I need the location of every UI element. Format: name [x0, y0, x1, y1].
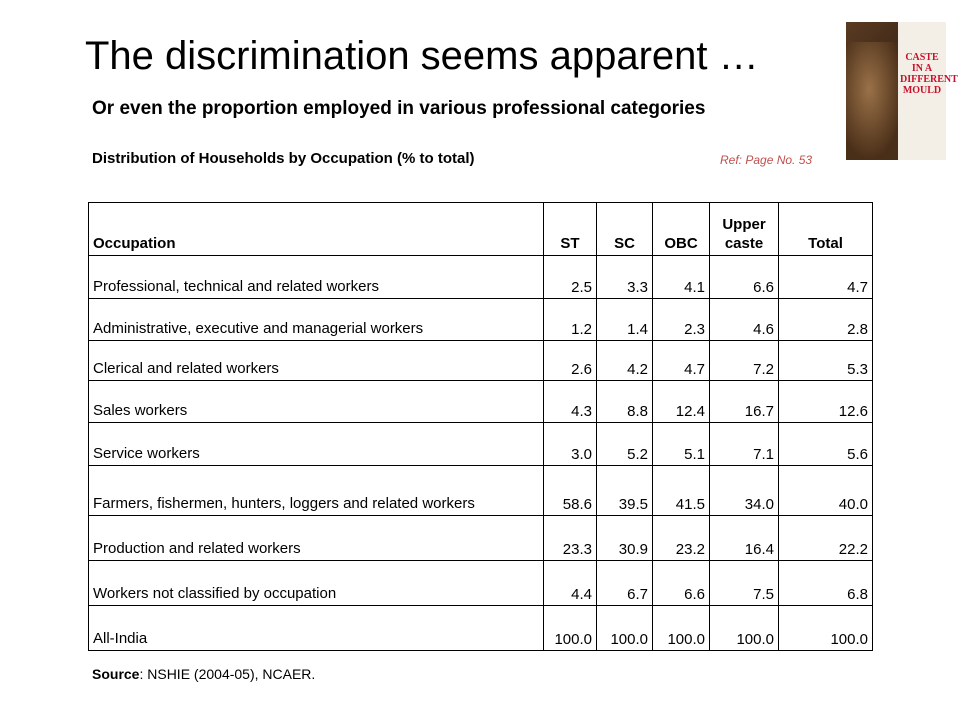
cell-value: 30.9 — [596, 515, 653, 561]
cell-value: 6.7 — [596, 560, 653, 606]
row-label: Clerical and related workers — [88, 340, 544, 381]
table-row: Clerical and related workers 2.6 4.2 4.7 7.2… — [88, 340, 873, 381]
cell-value: 100.0 — [543, 605, 597, 651]
cell-value: 22.2 — [778, 515, 873, 561]
column-header: OBC — [652, 202, 710, 256]
cell-value: 1.2 — [543, 298, 597, 341]
cell-value: 100.0 — [652, 605, 710, 651]
cover-image — [846, 42, 904, 160]
cell-value: 39.5 — [596, 465, 653, 516]
cell-value: 100.0 — [596, 605, 653, 651]
row-label: Administrative, executive and managerial… — [88, 298, 544, 341]
cell-value: 5.1 — [652, 422, 710, 466]
cell-value: 7.1 — [709, 422, 779, 466]
cell-value: 5.2 — [596, 422, 653, 466]
cell-value: 58.6 — [543, 465, 597, 516]
cell-value: 12.6 — [778, 380, 873, 423]
row-label: Workers not classified by occupation — [88, 560, 544, 606]
cell-value: 23.2 — [652, 515, 710, 561]
cover-strip — [898, 22, 946, 160]
row-label: All-India — [88, 605, 544, 651]
cell-value: 34.0 — [709, 465, 779, 516]
cell-value: 2.6 — [543, 340, 597, 381]
cell-value: 12.4 — [652, 380, 710, 423]
cell-value: 5.6 — [778, 422, 873, 466]
cell-value: 100.0 — [778, 605, 873, 651]
column-header: Total — [778, 202, 873, 256]
cell-value: 2.5 — [543, 255, 597, 299]
source: Source: NSHIE (2004-05), NCAER. — [92, 666, 315, 682]
cell-value: 4.3 — [543, 380, 597, 423]
row-label: Farmers, fishermen, hunters, loggers and… — [88, 465, 544, 516]
cell-value: 6.8 — [778, 560, 873, 606]
table-caption: Distribution of Households by Occupation… — [92, 150, 475, 167]
table-row: Professional, technical and related work… — [88, 255, 873, 299]
cell-value: 41.5 — [652, 465, 710, 516]
cell-value: 2.3 — [652, 298, 710, 341]
cell-value: 6.6 — [652, 560, 710, 606]
cell-value: 4.1 — [652, 255, 710, 299]
cell-value: 4.4 — [543, 560, 597, 606]
cell-value: 2.8 — [778, 298, 873, 341]
cell-value: 4.2 — [596, 340, 653, 381]
cell-value: 5.3 — [778, 340, 873, 381]
cell-value: 100.0 — [709, 605, 779, 651]
row-label: Professional, technical and related work… — [88, 255, 544, 299]
cell-value: 4.6 — [709, 298, 779, 341]
book-cover: CASTE IN A DIFFERENT MOULD — [846, 22, 958, 160]
column-header: Upper caste — [709, 202, 779, 256]
subtitle: Or even the proportion employed in vario… — [92, 98, 706, 119]
table-row: Sales workers 4.3 8.8 12.4 16.7 12.6 — [88, 380, 873, 423]
row-label: Service workers — [88, 422, 544, 466]
column-header: Occupation — [88, 202, 544, 256]
cell-value: 23.3 — [543, 515, 597, 561]
cell-value: 4.7 — [778, 255, 873, 299]
cell-value: 3.0 — [543, 422, 597, 466]
table-row: Production and related workers 23.3 30.9 23… — [88, 515, 873, 561]
source-text: : NSHIE (2004-05), NCAER. — [139, 666, 316, 682]
column-header: ST — [543, 202, 597, 256]
table-row: Farmers, fishermen, hunters, loggers and… — [88, 465, 873, 516]
table-row: Service workers 3.0 5.2 5.1 7.1 5.6 — [88, 422, 873, 466]
row-label: Sales workers — [88, 380, 544, 423]
cell-value: 1.4 — [596, 298, 653, 341]
table-row: Administrative, executive and managerial… — [88, 298, 873, 341]
cell-value: 7.5 — [709, 560, 779, 606]
data-table: Occupation ST SC OBC Upper caste Total Profess… — [88, 202, 873, 651]
table-row: Workers not classified by occupation 4.4 6… — [88, 560, 873, 606]
cell-value: 16.4 — [709, 515, 779, 561]
row-label: Production and related workers — [88, 515, 544, 561]
cell-value: 7.2 — [709, 340, 779, 381]
source-label: Source — [92, 666, 140, 682]
cell-value: 4.7 — [652, 340, 710, 381]
cell-value: 40.0 — [778, 465, 873, 516]
cell-value: 16.7 — [709, 380, 779, 423]
header-row: Occupation ST SC OBC Upper caste Total — [88, 202, 873, 256]
reference: Ref: Page No. 53 — [720, 153, 813, 167]
cell-value: 3.3 — [596, 255, 653, 299]
cell-value: 8.8 — [596, 380, 653, 423]
column-header: SC — [596, 202, 653, 256]
title: The discrimination seems apparent … — [85, 34, 759, 78]
book-title: CASTE IN A DIFFERENT MOULD — [900, 52, 958, 96]
table-row: All-India 100.0 100.0 100.0 100.0 100.0 — [88, 605, 873, 651]
cell-value: 6.6 — [709, 255, 779, 299]
